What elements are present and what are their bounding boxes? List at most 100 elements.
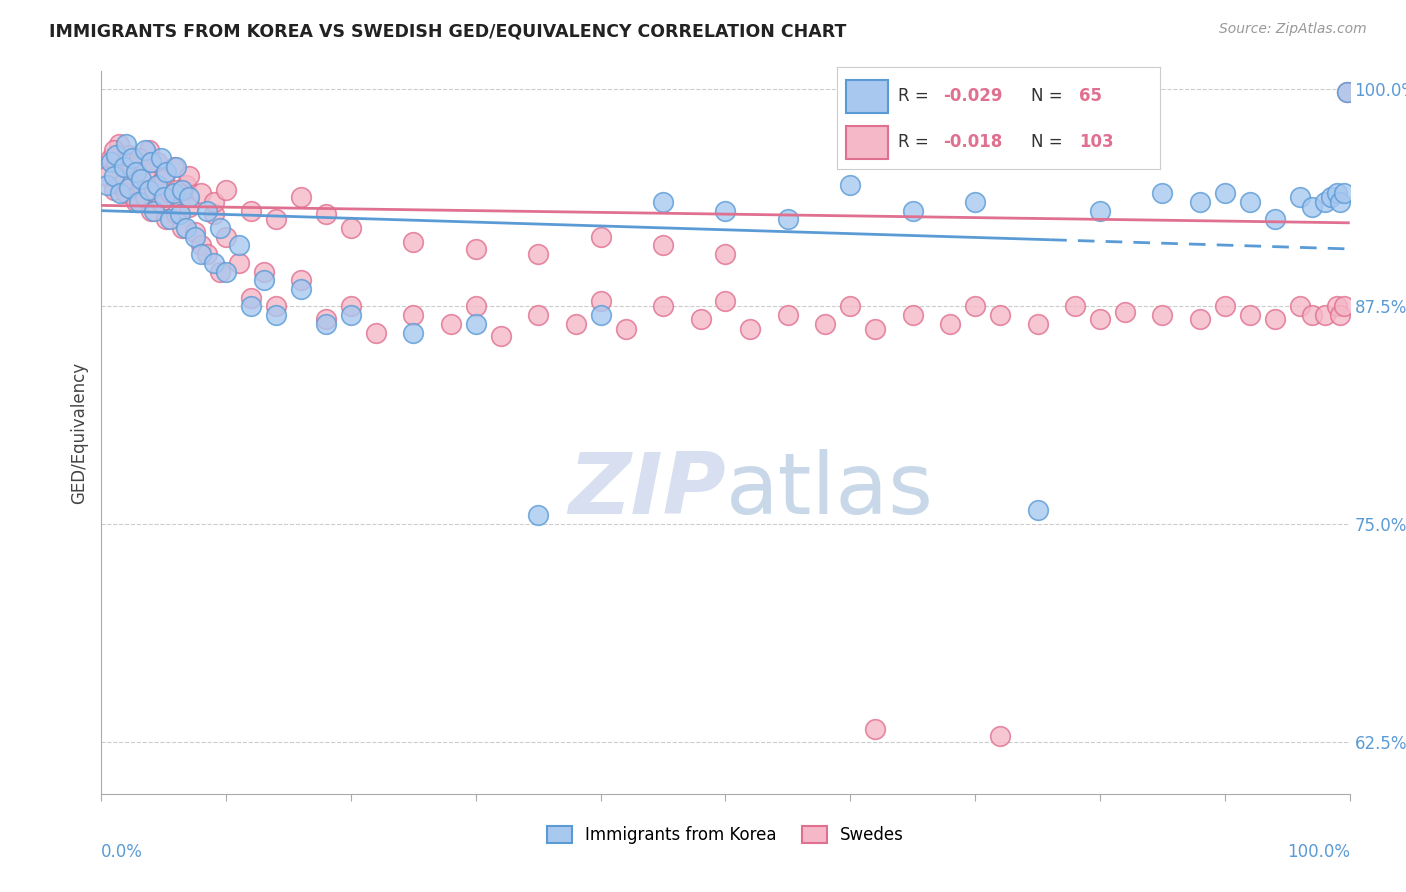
Point <box>1213 186 1236 201</box>
Point <box>1301 200 1323 214</box>
Point <box>169 190 191 204</box>
Point <box>464 242 486 256</box>
Point <box>115 154 138 169</box>
Point <box>965 299 987 313</box>
Text: ZIP: ZIP <box>568 449 725 532</box>
Point <box>177 169 200 183</box>
Point <box>118 148 141 162</box>
Point <box>1320 190 1343 204</box>
Point <box>208 221 231 235</box>
Point <box>340 299 363 313</box>
Point <box>103 183 125 197</box>
Point <box>901 308 924 322</box>
Point <box>138 143 160 157</box>
Text: 65: 65 <box>1080 87 1102 104</box>
Point <box>527 308 550 322</box>
Point <box>689 311 711 326</box>
Point <box>264 299 287 313</box>
Point <box>402 308 425 322</box>
Point <box>714 203 737 218</box>
Bar <box>846 80 889 113</box>
Point <box>1264 311 1286 326</box>
Point <box>190 247 212 261</box>
Point <box>1152 186 1174 201</box>
Point <box>163 160 186 174</box>
Point <box>1301 308 1323 322</box>
Point <box>527 247 550 261</box>
Point <box>169 207 191 221</box>
Text: 100.0%: 100.0% <box>1286 843 1350 861</box>
Point <box>121 160 143 174</box>
Legend: Immigrants from Korea, Swedes: Immigrants from Korea, Swedes <box>540 819 911 851</box>
Point <box>315 207 337 221</box>
Point <box>988 730 1011 744</box>
Point <box>163 186 186 201</box>
Point <box>125 165 148 179</box>
Point <box>1152 308 1174 322</box>
Point <box>202 207 225 221</box>
Text: N =: N = <box>1031 133 1067 151</box>
Point <box>129 178 152 192</box>
Point <box>105 154 128 169</box>
Point <box>142 183 165 197</box>
Point <box>315 317 337 331</box>
Point <box>152 190 174 204</box>
Point <box>364 326 387 340</box>
Text: R =: R = <box>898 87 934 104</box>
Point <box>1026 317 1049 331</box>
Point <box>115 137 138 152</box>
Point <box>1333 299 1355 313</box>
Point <box>1336 85 1358 99</box>
Point <box>195 203 218 218</box>
Point <box>652 238 675 252</box>
Point <box>155 212 177 227</box>
Point <box>589 294 612 309</box>
Point <box>172 183 194 197</box>
Point <box>264 308 287 322</box>
Point <box>110 178 132 192</box>
Text: 103: 103 <box>1080 133 1114 151</box>
Point <box>965 194 987 209</box>
Point <box>215 264 238 278</box>
Point <box>1188 194 1211 209</box>
Bar <box>846 127 889 159</box>
Point <box>165 207 187 221</box>
Point <box>195 247 218 261</box>
Point <box>402 326 425 340</box>
Point <box>814 317 837 331</box>
Point <box>402 235 425 249</box>
Point <box>652 194 675 209</box>
Point <box>1188 311 1211 326</box>
Point <box>1064 299 1087 313</box>
Point <box>589 229 612 244</box>
Point <box>901 203 924 218</box>
Point <box>589 308 612 322</box>
Point <box>112 160 135 174</box>
Point <box>100 154 122 169</box>
Point <box>988 308 1011 322</box>
Point <box>165 183 187 197</box>
Point <box>1114 304 1136 318</box>
Point <box>228 238 250 252</box>
Point <box>150 152 173 166</box>
Point <box>103 143 125 157</box>
Point <box>134 143 156 157</box>
Point <box>177 190 200 204</box>
Point <box>652 299 675 313</box>
Point <box>103 169 125 183</box>
Point <box>290 190 312 204</box>
Point <box>129 172 152 186</box>
Point <box>100 152 122 166</box>
Point <box>155 165 177 179</box>
Point <box>215 183 238 197</box>
Point <box>1288 190 1310 204</box>
Point <box>190 186 212 201</box>
Point <box>150 194 173 209</box>
Point <box>146 178 169 192</box>
Text: 0.0%: 0.0% <box>101 843 143 861</box>
Point <box>112 160 135 174</box>
Point <box>118 181 141 195</box>
Point <box>1264 212 1286 227</box>
Point <box>146 154 169 169</box>
Point <box>1088 203 1111 218</box>
